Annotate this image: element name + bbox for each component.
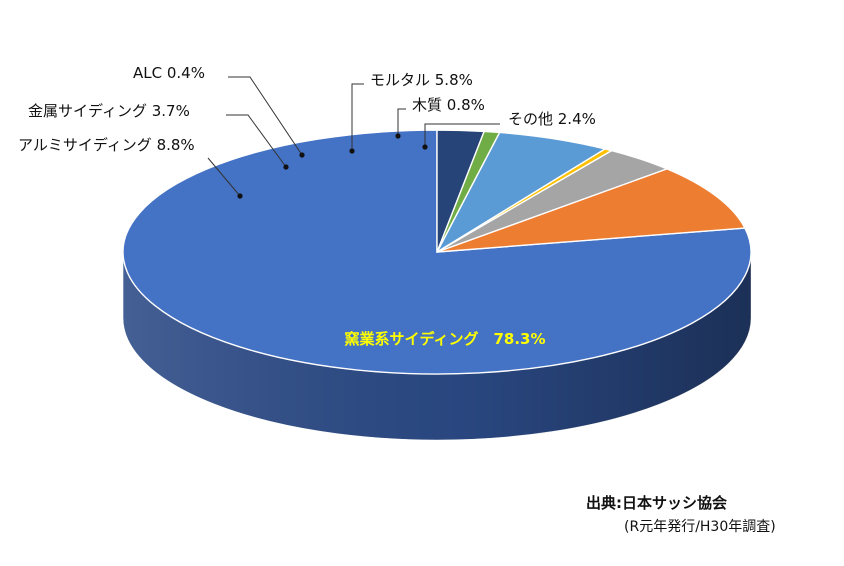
leader-dot-metal [283,164,289,170]
slice-label-yogyo: 窯業系サイディング 78.3% [345,330,546,348]
source-credit: 出典:日本サッシ協会 [586,494,727,512]
leader-line-alc [228,76,303,156]
slice-label-other: その他 2.4% [508,110,596,128]
pie-slice-aluminum [436,168,746,253]
slice-label-metal: 金属サイディング 3.7% [28,102,190,120]
slice-label-alc: ALC 0.4% [133,64,205,82]
slice-label-wood: 木質 0.8% [412,96,485,114]
pie-slice-other [436,129,485,253]
leader-dot-alc [299,152,305,158]
slice-label-mortar: モルタル 5.8% [370,71,473,89]
leader-line-mortar [351,83,364,151]
pie-slice-yogyo [122,129,752,375]
leader-lines [207,76,500,199]
leader-dot-wood [395,133,401,139]
source-detail: (R元年発行/H30年調査) [624,519,776,535]
leader-dot-aluminum [237,193,243,199]
leader-line-metal [226,114,287,168]
pie-tops [122,129,752,375]
leader-dot-mortar [349,148,355,154]
leader-dot-other [422,144,428,150]
leader-line-other [424,123,500,147]
leader-line-wood [397,108,406,136]
slice-label-aluminum: アルミサイディング 8.8% [18,136,195,154]
slice-labels: 窯業系サイディング 78.3% アルミサイディング 8.8% 金属サイディング 3.… [18,64,596,348]
leader-line-aluminum [207,157,241,197]
pie-side-shading [123,252,751,441]
